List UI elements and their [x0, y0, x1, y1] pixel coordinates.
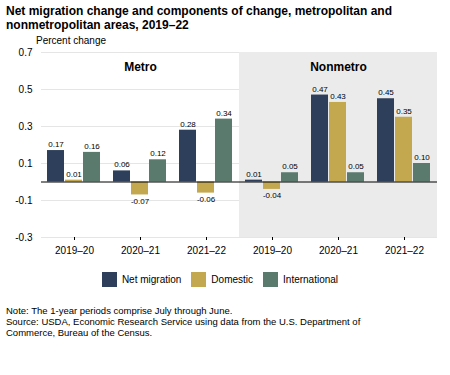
svg-text:2021–22: 2021–22: [385, 245, 424, 256]
svg-text:0.34: 0.34: [216, 109, 232, 118]
svg-text:0.47: 0.47: [312, 85, 328, 94]
svg-text:0.5: 0.5: [19, 84, 33, 95]
svg-text:-0.3: -0.3: [15, 232, 33, 243]
svg-text:0.3: 0.3: [19, 121, 33, 132]
svg-text:-0.06: -0.06: [197, 195, 216, 204]
svg-text:0.12: 0.12: [150, 149, 166, 158]
svg-text:0.17: 0.17: [48, 140, 64, 149]
svg-text:-0.04: -0.04: [263, 191, 282, 200]
svg-text:2020–21: 2020–21: [319, 245, 358, 256]
svg-text:2020–21: 2020–21: [121, 245, 160, 256]
svg-text:0.06: 0.06: [114, 160, 130, 169]
svg-text:0.01: 0.01: [246, 170, 262, 179]
svg-text:0.16: 0.16: [84, 142, 100, 151]
html-text:International: International: [283, 274, 339, 285]
html-text:Note: The 1-year periods compr: Note: The 1-year periods comprise July t…: [6, 305, 361, 338]
svg-text:0.28: 0.28: [180, 120, 196, 129]
svg-text:0.43: 0.43: [330, 92, 346, 101]
svg-text:Metro: Metro: [124, 60, 157, 74]
svg-text:Nonmetro: Nonmetro: [310, 60, 367, 74]
svg-text:-0.1: -0.1: [15, 195, 33, 206]
svg-text:0.35: 0.35: [396, 107, 412, 116]
svg-text:0.01: 0.01: [66, 170, 82, 179]
html-text:Percent change: Percent change: [36, 35, 107, 46]
svg-text:0.05: 0.05: [348, 162, 364, 171]
html-text:Domestic: Domestic: [211, 274, 253, 285]
svg-text:0.05: 0.05: [282, 162, 298, 171]
svg-text:0.10: 0.10: [414, 153, 430, 162]
svg-text:0.7: 0.7: [19, 47, 33, 58]
svg-text:-0.07: -0.07: [131, 197, 150, 206]
svg-text:0.1: 0.1: [19, 158, 33, 169]
html-text:Net migration change and compo: Net migration change and components of c…: [6, 4, 392, 32]
svg-text:2021–22: 2021–22: [187, 245, 226, 256]
html-text:Net migration: Net migration: [121, 274, 182, 285]
svg-text:2019–20: 2019–20: [253, 245, 292, 256]
svg-text:0.45: 0.45: [378, 88, 394, 97]
svg-text:2019–20: 2019–20: [55, 245, 94, 256]
